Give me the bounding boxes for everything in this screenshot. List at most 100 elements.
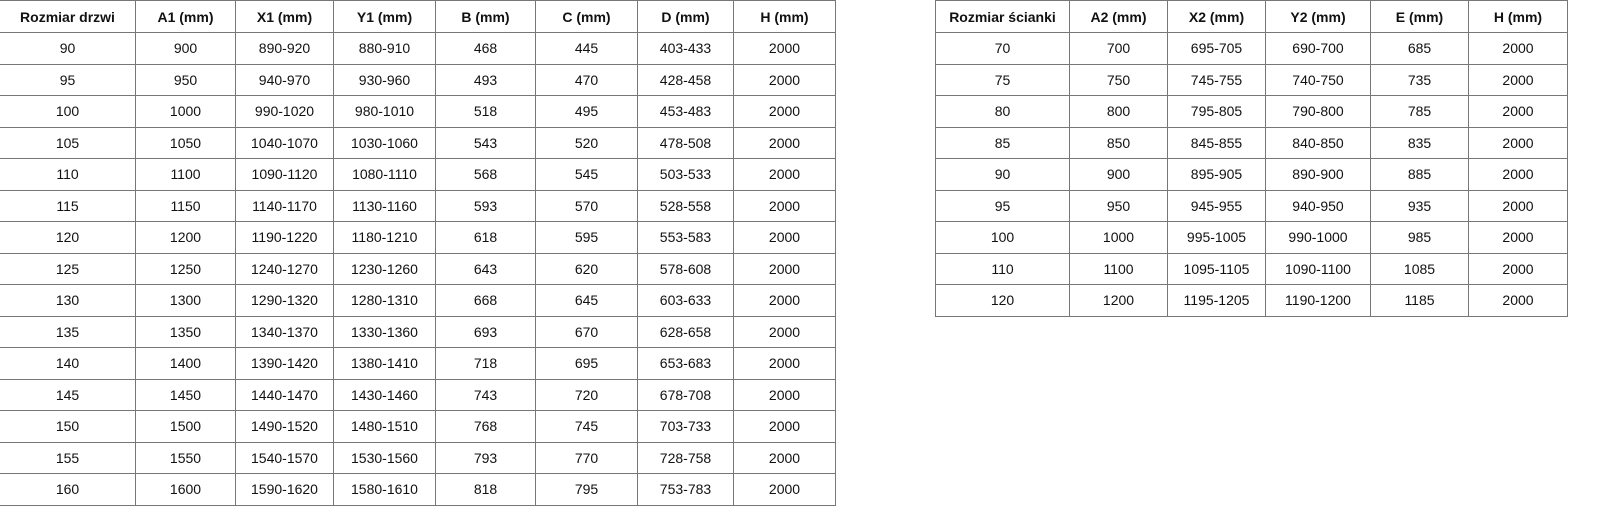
table-cell: 1440-1470 [235,378,334,411]
table-cell: 100 [0,95,136,128]
table-cell: 945-955 [1167,189,1266,222]
table-cell: 1090-1120 [235,158,334,191]
table-cell: 105 [0,126,136,159]
table-cell: 1250 [135,252,236,285]
table-cell: 643 [435,252,536,285]
table-cell: 743 [435,378,536,411]
table-cell: 2000 [1468,32,1568,65]
table-cell: 795 [535,473,638,506]
table-cell: 110 [0,158,136,191]
table-cell: 1185 [1370,284,1469,317]
table-cell: 120 [0,221,136,254]
table-cell: 785 [1370,95,1469,128]
table-cell: 845-855 [1167,126,1266,159]
table-cell: 445 [535,32,638,65]
table-row: 145 1450 1440-1470 1430-1460 743 720 678-708 20… [0,378,836,411]
table-cell: 553-583 [637,221,734,254]
table-row: 85 850 845-855 840-850 835 2000 [935,126,1568,159]
table-cell: 795-805 [1167,95,1266,128]
table-cell: 2000 [1468,63,1568,96]
column-header: Rozmiar drzwi [0,0,136,33]
table-cell: 2000 [733,284,836,317]
table-cell: 1100 [135,158,236,191]
table-cell: 2000 [1468,221,1568,254]
table-cell: 2000 [733,95,836,128]
table-row: 75 750 745-755 740-750 735 2000 [935,63,1568,96]
table-cell: 793 [435,441,536,474]
wall-size-table: Rozmiar ścianki A2 (mm) X2 (mm) Y2 (mm) E (m… [935,0,1568,317]
table-cell: 1290-1320 [235,284,334,317]
table-cell: 1090-1100 [1265,252,1371,285]
table-cell: 840-850 [1265,126,1371,159]
column-header: Y2 (mm) [1265,0,1371,33]
table-cell: 653-683 [637,347,734,380]
table-cell: 990-1020 [235,95,334,128]
table-cell: 1200 [135,221,236,254]
table-cell: 618 [435,221,536,254]
table-cell: 1180-1210 [333,221,436,254]
table-cell: 728-758 [637,441,734,474]
table-cell: 1095-1105 [1167,252,1266,285]
table-row: 90 900 895-905 890-900 885 2000 [935,158,1568,191]
table-cell: 95 [935,189,1070,222]
table-cell: 645 [535,284,638,317]
table-cell: 568 [435,158,536,191]
table-cell: 2000 [1468,95,1568,128]
table-row: 130 1300 1290-1320 1280-1310 668 645 603-633 20… [0,284,836,317]
table-cell: 995-1005 [1167,221,1266,254]
table-row: 100 1000 990-1020 980-1010 518 495 453-483 2000 [0,95,836,128]
table-row: 160 1600 1590-1620 1580-1610 818 795 753-783 20… [0,473,836,506]
table-cell: 528-558 [637,189,734,222]
table-cell: 768 [435,410,536,443]
table-cell: 2000 [733,410,836,443]
table-cell: 950 [135,63,236,96]
table-cell: 1030-1060 [333,126,436,159]
table-cell: 940-950 [1265,189,1371,222]
table-cell: 90 [0,32,136,65]
table-cell: 1080-1110 [333,158,436,191]
table-row: 125 1250 1240-1270 1230-1260 643 620 578-608 20… [0,252,836,285]
table-row: 95 950 945-955 940-950 935 2000 [935,189,1568,222]
column-header: X1 (mm) [235,0,334,33]
column-header: D (mm) [637,0,734,33]
table-cell: 1450 [135,378,236,411]
table-cell: 1600 [135,473,236,506]
table-cell: 1050 [135,126,236,159]
table-cell: 900 [135,32,236,65]
table-cell: 790-800 [1265,95,1371,128]
table-cell: 880-910 [333,32,436,65]
column-header: X2 (mm) [1167,0,1266,33]
table-cell: 1340-1370 [235,315,334,348]
table-row: 110 1100 1090-1120 1080-1110 568 545 503-533 20… [0,158,836,191]
table-cell: 578-608 [637,252,734,285]
table-cell: 885 [1370,158,1469,191]
column-header: H (mm) [733,0,836,33]
table-cell: 403-433 [637,32,734,65]
table-cell: 1590-1620 [235,473,334,506]
table-cell: 1140-1170 [235,189,334,222]
table-cell: 478-508 [637,126,734,159]
table-cell: 695-705 [1167,32,1266,65]
table-cell: 595 [535,221,638,254]
table-cell: 1490-1520 [235,410,334,443]
table-cell: 940-970 [235,63,334,96]
table-cell: 2000 [733,378,836,411]
table-cell: 1480-1510 [333,410,436,443]
column-header: H (mm) [1468,0,1568,33]
table-cell: 1540-1570 [235,441,334,474]
table-cell: 1500 [135,410,236,443]
table-row: 120 1200 1190-1220 1180-1210 618 595 553-583 20… [0,221,836,254]
table-cell: 1230-1260 [333,252,436,285]
table-cell: 770 [535,441,638,474]
table-cell: 593 [435,189,536,222]
table-cell: 1330-1360 [333,315,436,348]
table-cell: 1000 [135,95,236,128]
table-row: 105 1050 1040-1070 1030-1060 543 520 478-508 20… [0,126,836,159]
column-header: Y1 (mm) [333,0,436,33]
table-cell: 685 [1370,32,1469,65]
table-header-row: Rozmiar ścianki A2 (mm) X2 (mm) Y2 (mm) E (m… [935,0,1568,33]
table-cell: 1200 [1069,284,1168,317]
table-cell: 125 [0,252,136,285]
table-cell: 85 [935,126,1070,159]
table-cell: 520 [535,126,638,159]
